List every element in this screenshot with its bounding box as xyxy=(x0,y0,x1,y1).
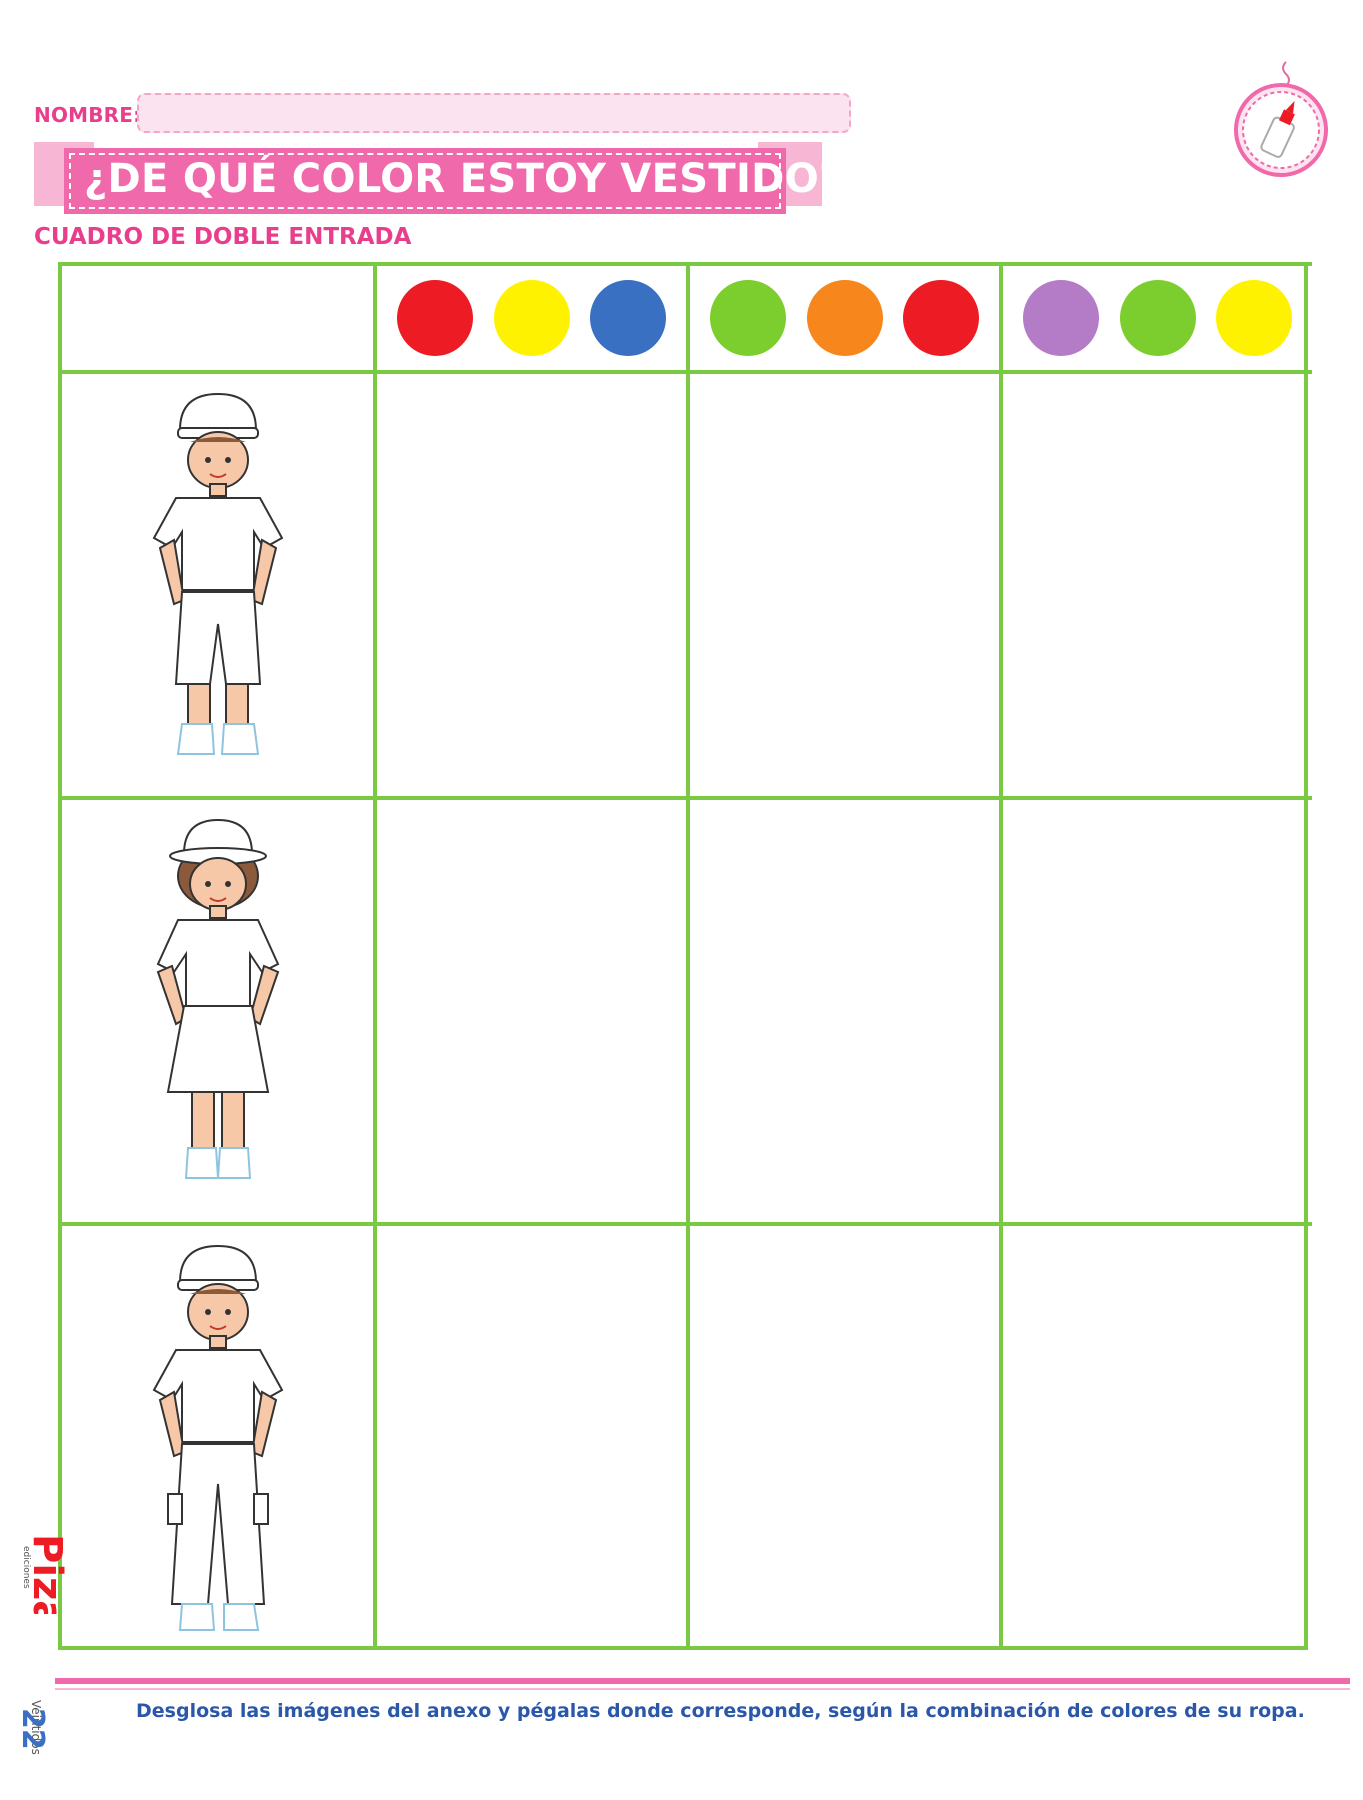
girl-hat-skirt-icon xyxy=(156,818,279,1179)
svg-text:ediciones: ediciones xyxy=(21,1546,31,1589)
color-group-2 xyxy=(686,262,999,370)
page-number: 22 xyxy=(15,1708,50,1750)
footer-divider xyxy=(55,1678,1350,1684)
publisher-logo: Piza ediciones xyxy=(21,1534,70,1614)
answer-cell-3-1[interactable] xyxy=(373,1222,686,1650)
color-dot xyxy=(806,280,883,356)
boy-cap-shorts-icon xyxy=(152,392,283,755)
color-dot xyxy=(397,280,474,356)
color-dot xyxy=(710,280,787,356)
page-title: ¿DE QUÉ COLOR ESTOY VESTIDO? xyxy=(84,156,843,202)
footer-divider-thin xyxy=(55,1688,1350,1690)
color-dot xyxy=(1023,280,1100,356)
answer-cell-2-2[interactable] xyxy=(686,796,999,1222)
title-ribbon xyxy=(64,148,786,214)
double-entry-table xyxy=(58,262,1312,1650)
answer-cell-3-2[interactable] xyxy=(686,1222,999,1650)
color-group-3 xyxy=(999,262,1312,370)
name-field[interactable] xyxy=(137,93,851,133)
color-dot xyxy=(589,280,666,356)
answer-cell-2-3[interactable] xyxy=(999,796,1312,1222)
answer-cell-1-2[interactable] xyxy=(686,370,999,796)
name-label: NOMBRE: xyxy=(34,103,142,127)
boy-cap-pants-icon xyxy=(152,1244,283,1631)
answer-cell-2-1[interactable] xyxy=(373,796,686,1222)
answer-cell-1-1[interactable] xyxy=(373,370,686,796)
corner-cell xyxy=(58,262,373,370)
page-subtitle: CUADRO DE DOBLE ENTRADA xyxy=(34,224,412,250)
color-dot xyxy=(493,280,570,356)
figure-cell-3 xyxy=(58,1222,373,1650)
figure-cell-1 xyxy=(58,370,373,796)
color-dot xyxy=(1119,280,1196,356)
color-dot xyxy=(1215,280,1292,356)
svg-text:Piza: Piza xyxy=(24,1534,70,1614)
color-group-1 xyxy=(373,262,686,370)
answer-cell-1-3[interactable] xyxy=(999,370,1312,796)
figure-cell-2 xyxy=(58,796,373,1222)
color-dot xyxy=(902,280,979,356)
answer-cell-3-3[interactable] xyxy=(999,1222,1312,1650)
instruction-text: Desglosa las imágenes del anexo y pégala… xyxy=(136,1700,1305,1722)
glue-bottle-icon xyxy=(1234,61,1328,177)
